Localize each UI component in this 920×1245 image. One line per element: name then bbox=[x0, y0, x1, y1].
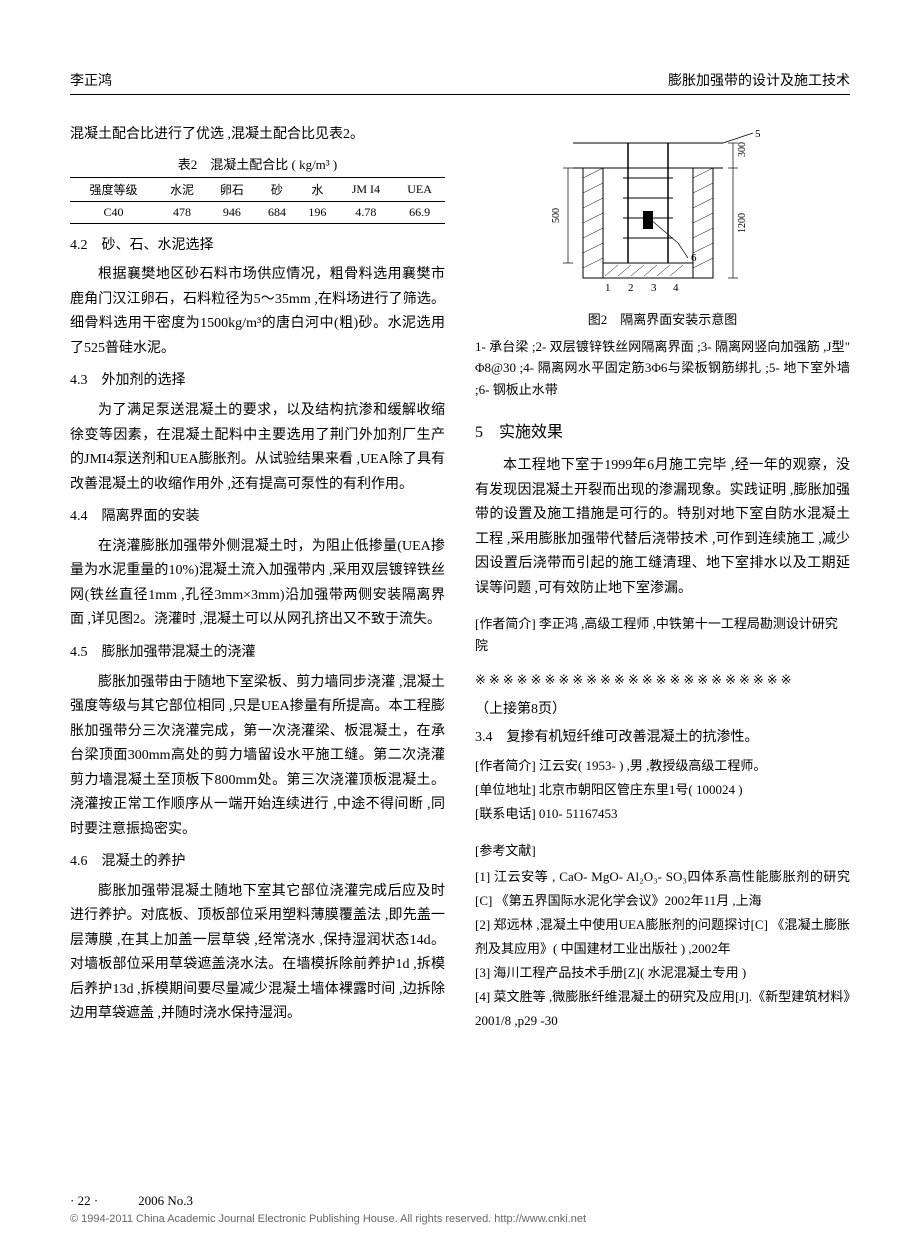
left-column: 混凝土配合比进行了优选 ,混凝土配合比见表2。 表2 混凝土配合比 ( kg/m… bbox=[70, 123, 445, 1033]
table2-col-2: 卵石 bbox=[207, 177, 257, 201]
figure-2-caption: 图2 隔离界面安装示意图 bbox=[475, 309, 850, 328]
table2-cell: 66.9 bbox=[394, 201, 445, 223]
table2: 强度等级 水泥 卵石 砂 水 JM I4 UEA C40 478 946 684… bbox=[70, 177, 445, 224]
intro-paragraph: 混凝土配合比进行了优选 ,混凝土配合比见表2。 bbox=[70, 123, 445, 148]
heading-4-6: 4.6 混凝土的养护 bbox=[70, 850, 445, 874]
page-number: · 22 · bbox=[70, 1193, 98, 1209]
table2-cell: 478 bbox=[157, 201, 207, 223]
continued-from-note: （上接第8页） bbox=[475, 698, 850, 718]
svg-text:1200: 1200 bbox=[737, 213, 748, 233]
section-separator: ※※※※※※※※※※※※※※※※※※※※※※※ bbox=[475, 672, 850, 688]
figure-2-drawing: 5 300 1200 500 1 2 3 4 6 bbox=[523, 123, 803, 298]
header-author: 李正鸿 bbox=[70, 70, 112, 90]
table2-header-row: 强度等级 水泥 卵石 砂 水 JM I4 UEA bbox=[70, 177, 445, 201]
table2-col-6: UEA bbox=[394, 177, 445, 201]
page-footer: · 22 · 2006 No.3 © 1994-2011 China Acade… bbox=[70, 1193, 850, 1225]
contact-phone: [联系电话] 010- 51167453 bbox=[475, 802, 850, 826]
table2-col-0: 强度等级 bbox=[70, 177, 157, 201]
unit-address: [单位地址] 北京市朝阳区管庄东里1号( 100024 ) bbox=[475, 778, 850, 802]
author-bio-1: [作者简介] 李正鸿 ,高级工程师 ,中铁第十一工程局勘测设计研究院 bbox=[475, 613, 850, 657]
figure-2-legend: 1- 承台梁 ;2- 双层镀锌铁丝网隔离界面 ;3- 隔离网竖向加强筋 ,J型"… bbox=[475, 336, 850, 400]
paragraph-4-2: 根据襄樊地区砂石料市场供应情况，粗骨料选用襄樊市鹿角门汉江卵石，石料粒径为5～3… bbox=[70, 263, 445, 361]
table2-cell: 4.78 bbox=[338, 201, 395, 223]
table2-col-1: 水泥 bbox=[157, 177, 207, 201]
svg-text:300: 300 bbox=[737, 142, 748, 157]
table2-col-5: JM I4 bbox=[338, 177, 395, 201]
copyright-line: © 1994-2011 China Academic Journal Elect… bbox=[70, 1213, 850, 1225]
heading-4-3: 4.3 外加剂的选择 bbox=[70, 369, 445, 393]
svg-text:4: 4 bbox=[673, 282, 679, 294]
right-column: 5 300 1200 500 1 2 3 4 6 图2 隔离界面安装示意图 1-… bbox=[475, 123, 850, 1033]
table2-cell: 196 bbox=[297, 201, 337, 223]
author-bio-2: [作者简介] 江云安( 1953- ) ,男 ,教授级高级工程师。 bbox=[475, 754, 850, 778]
heading-3-4: 3.4 复掺有机短纤维可改善混凝土的抗渗性。 bbox=[475, 726, 850, 751]
page-header: 李正鸿 膨胀加强带的设计及施工技术 bbox=[70, 70, 850, 95]
reference-3: [3] 海川工程产品技术手册[Z]( 水泥混凝土专用 ) bbox=[475, 961, 850, 985]
paragraph-4-5: 膨胀加强带由于随地下室梁板、剪力墙同步浇灌 ,混凝土强度等级与其它部位相同 ,只… bbox=[70, 671, 445, 843]
issue-number: 2006 No.3 bbox=[138, 1193, 193, 1209]
references-heading: [参考文献] bbox=[475, 840, 850, 859]
svg-text:6: 6 bbox=[691, 252, 697, 264]
heading-5: 5 实施效果 bbox=[475, 418, 850, 442]
svg-text:500: 500 bbox=[551, 208, 562, 223]
heading-4-4: 4.4 隔离界面的安装 bbox=[70, 505, 445, 529]
figure-2: 5 300 1200 500 1 2 3 4 6 图2 隔离界面安装示意图 bbox=[475, 123, 850, 328]
paragraph-4-3: 为了满足泵送混凝土的要求，以及结构抗渗和缓解收缩徐变等因素，在混凝土配料中主要选… bbox=[70, 399, 445, 497]
heading-4-5: 4.5 膨胀加强带混凝土的浇灌 bbox=[70, 641, 445, 665]
paragraph-5: 本工程地下室于1999年6月施工完毕 ,经一年的观察，没有发现因混凝土开裂而出现… bbox=[475, 454, 850, 601]
table2-cell: 946 bbox=[207, 201, 257, 223]
table2-col-4: 水 bbox=[297, 177, 337, 201]
svg-text:2: 2 bbox=[628, 282, 634, 294]
paragraph-4-6: 膨胀加强带混凝土随地下室其它部位浇灌完成后应及时进行养护。对底板、顶板部位采用塑… bbox=[70, 880, 445, 1027]
svg-text:1: 1 bbox=[605, 282, 611, 294]
reference-2: [2] 郑远林 ,混凝土中使用UEA膨胀剂的问题探讨[C] 《混凝土膨胀剂及其应… bbox=[475, 913, 850, 961]
table2-data-row: C40 478 946 684 196 4.78 66.9 bbox=[70, 201, 445, 223]
heading-4-2: 4.2 砂、石、水泥选择 bbox=[70, 234, 445, 258]
svg-text:5: 5 bbox=[755, 128, 761, 140]
table2-caption: 表2 混凝土配合比 ( kg/m³ ) bbox=[70, 154, 445, 173]
header-title: 膨胀加强带的设计及施工技术 bbox=[668, 70, 850, 90]
table2-cell: 684 bbox=[257, 201, 297, 223]
table2-cell: C40 bbox=[70, 201, 157, 223]
reference-1: [1] 江云安等 , CaO- MgO- Al₂O₃- SO₃四体系高性能膨胀剂… bbox=[475, 865, 850, 913]
two-column-layout: 混凝土配合比进行了优选 ,混凝土配合比见表2。 表2 混凝土配合比 ( kg/m… bbox=[70, 123, 850, 1033]
paragraph-4-4: 在浇灌膨胀加强带外侧混凝土时，为阻止低掺量(UEA掺量为水泥重量的10%)混凝土… bbox=[70, 535, 445, 633]
table2-col-3: 砂 bbox=[257, 177, 297, 201]
svg-text:3: 3 bbox=[651, 282, 657, 294]
reference-4: [4] 菜文胜等 ,微膨胀纤维混凝土的研究及应用[J].《新型建筑材料》2001… bbox=[475, 985, 850, 1033]
